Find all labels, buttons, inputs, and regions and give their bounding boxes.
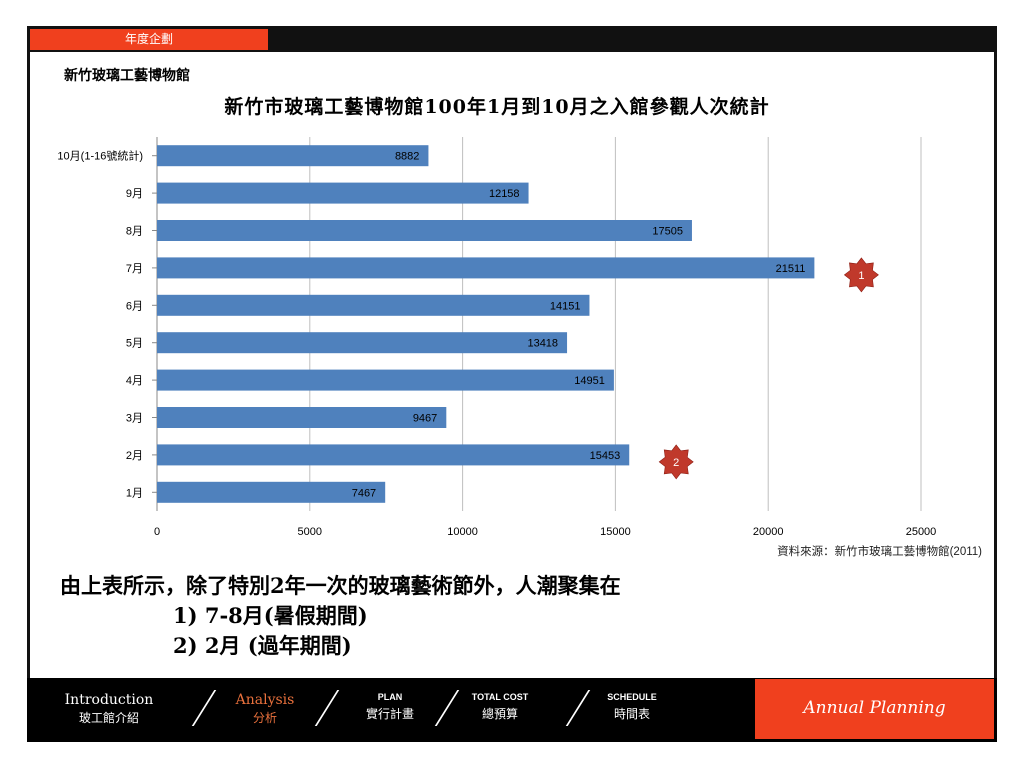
bar: [157, 444, 630, 466]
data-source: 資料來源：新竹市玻璃工藝博物館(2011): [777, 546, 982, 558]
nav-total-cost-zh: 總預算: [481, 707, 518, 721]
section-tab[interactable]: 年度企劃: [30, 29, 268, 50]
bar: [157, 481, 386, 503]
data-label: 17505: [652, 226, 683, 238]
data-label: 14151: [550, 300, 581, 312]
x-tick-label: 10000: [447, 526, 478, 538]
nav-introduction-zh: 玻工館介紹: [78, 711, 139, 725]
nav-introduction[interactable]: Introduction 玻工館介紹: [56, 692, 162, 726]
chart-bars: [157, 145, 815, 503]
bar: [157, 332, 568, 354]
x-tick-label: 0: [154, 526, 160, 538]
annotation-badge: [658, 444, 694, 480]
bar: [157, 220, 692, 241]
nav-plan-zh: 實行計畫: [365, 707, 414, 721]
y-tick-label: 4月: [126, 375, 143, 387]
frame-right-border: [994, 52, 997, 678]
data-label: 9467: [413, 413, 437, 425]
chart-labels: 10月(1-16號統計) 8882 9月 12158 8月 17505 7月 21511 6月 1…: [57, 149, 805, 500]
y-tick-label: 8月: [126, 226, 143, 238]
annotation-badge: [843, 257, 879, 293]
data-label: 15453: [590, 450, 621, 462]
annotation-label: 2: [673, 457, 679, 469]
x-tick-label: 5000: [298, 526, 322, 538]
data-label: 7467: [352, 487, 376, 499]
y-tick-label: 1月: [126, 487, 143, 499]
nav-analysis-en: Analysis: [235, 692, 295, 708]
nav-introduction-en: Introduction: [64, 692, 154, 708]
nav-schedule-zh: 時間表: [613, 707, 650, 721]
bar: [157, 182, 529, 204]
y-tick-label: 9月: [126, 188, 143, 200]
frame-left-border: [27, 52, 30, 678]
nav-schedule-en: SCHEDULE: [607, 692, 657, 702]
nav-total-cost[interactable]: TOTAL COST 總預算: [460, 692, 540, 722]
data-label: 12158: [489, 188, 520, 200]
annual-planning-brand[interactable]: Annual Planning: [755, 679, 994, 739]
nav-analysis-zh: 分析: [252, 711, 277, 725]
bar: [157, 145, 429, 167]
nav-plan-en: PLAN: [377, 692, 403, 702]
nav-analysis[interactable]: Analysis 分析: [222, 692, 308, 726]
data-label: 21511: [776, 263, 806, 275]
data-label: 13418: [527, 338, 558, 350]
x-tick-label: 25000: [906, 526, 937, 538]
chart-ticks: 0 5000 10000 15000 20000 25000: [152, 155, 937, 538]
bar: [157, 257, 815, 279]
bar: [157, 407, 447, 428]
chart-annotations: 12: [658, 257, 879, 480]
annotation-label: 1: [858, 270, 864, 282]
summary-line-1: 由上表所示，除了特別2年一次的玻璃藝術節外，人潮聚集在: [60, 573, 621, 598]
summary-text: 由上表所示，除了特別2年一次的玻璃藝術節外，人潮聚集在 1) 7-8月(暑假期間…: [60, 571, 621, 661]
nav-plan[interactable]: PLAN 實行計畫: [350, 692, 430, 722]
y-tick-label: 2月: [126, 450, 143, 462]
summary-line-2: 1) 7-8月(暑假期間): [173, 603, 368, 628]
y-tick-label: 3月: [126, 413, 143, 425]
y-tick-label: 7月: [126, 263, 143, 275]
y-tick-label: 10月(1-16號統計): [57, 149, 143, 163]
bar: [157, 294, 590, 316]
nav-total-cost-en: TOTAL COST: [471, 692, 529, 702]
y-tick-label: 5月: [126, 338, 143, 350]
data-label: 14951: [574, 375, 605, 387]
x-tick-label: 20000: [753, 526, 784, 538]
x-tick-label: 15000: [600, 526, 631, 538]
nav-schedule[interactable]: SCHEDULE 時間表: [592, 692, 672, 722]
summary-line-3: 2) 2月 (過年期間): [173, 633, 352, 658]
data-label: 8882: [395, 151, 419, 163]
y-tick-label: 6月: [126, 300, 143, 312]
org-name: 新竹玻璃工藝博物館: [64, 67, 190, 83]
bar: [157, 369, 614, 391]
chart-title: 新竹市玻璃工藝博物館100年1月到10月之入館參觀人次統計: [224, 96, 770, 118]
